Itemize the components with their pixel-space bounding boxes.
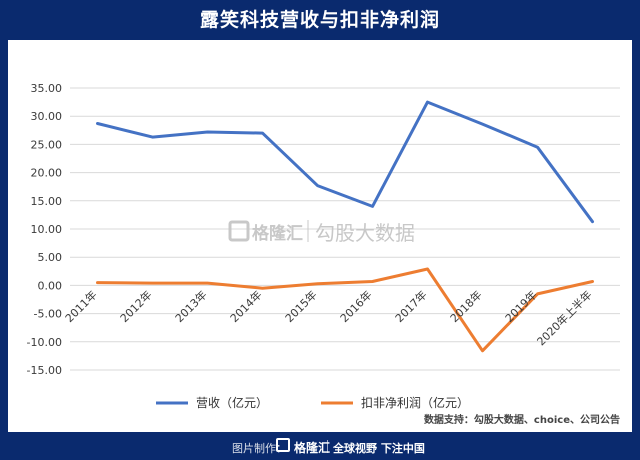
y-tick-label: 30.00 [31,110,63,123]
series-lines [96,100,594,353]
y-tick-label: -15.00 [27,364,62,377]
series-line-revenue [96,100,594,224]
y-tick-label: 15.00 [31,195,63,208]
legend-label-profit: 扣非净利润（亿元） [361,395,469,410]
x-axis-ticks: 2011年 2012年 2013年 2014年 2015年 2016年 2017年 2018年… [62,288,594,349]
y-tick-label: 35.00 [31,82,63,95]
footer-logo-icon [276,438,290,452]
watermark-brand: 格隆汇 [252,223,303,244]
chart-title: 露笑科技营收与扣非净利润 [199,9,440,31]
grid-lines [70,87,620,371]
footer-brand: 格隆汇 [294,441,331,455]
x-tick-label: 2017年 [392,288,429,325]
footer-slogan: 全球视野 下注中国 [333,442,425,455]
x-tick-label: 2013年 [172,288,209,325]
watermark-logo-icon [228,220,250,242]
source-note: 数据支持：勾股大数据、choice、公司公告 [424,413,620,426]
y-tick-label: 5.00 [38,251,63,264]
x-tick-label: 2014年 [227,288,264,325]
y-tick-label: -5.00 [34,308,62,321]
y-tick-label: 20.00 [31,167,63,180]
y-tick-label: 10.00 [31,223,63,236]
x-tick-label: 2015年 [282,288,319,325]
x-tick-label: 2016年 [337,288,374,325]
chart-panel: 35.00 30.00 25.00 20.00 15.00 10.00 5.00 0.00 -5… [8,40,632,432]
x-tick-label: 2020年上半年 [534,288,595,349]
legend-label-revenue: 营收（亿元） [196,395,268,410]
footer: 图片制作： 格隆汇 全球视野 下注中国 [0,432,640,460]
series-line-profit [96,267,594,353]
footer-made-by: 图片制作： [232,442,287,455]
y-axis-ticks: 35.00 30.00 25.00 20.00 15.00 10.00 5.00 0.00 -5… [27,82,62,377]
x-tick-label: 2019年 [502,288,539,325]
y-tick-label: -10.00 [27,336,62,349]
y-tick-label: 25.00 [31,138,63,151]
line-chart: 35.00 30.00 25.00 20.00 15.00 10.00 5.00 0.00 -5… [27,82,620,426]
watermark: 格隆汇 勾股大数据 [228,220,415,245]
legend: 营收（亿元） 扣非净利润（亿元） [156,395,469,410]
y-tick-label: 0.00 [38,279,63,292]
x-tick-label: 2012年 [117,288,154,325]
watermark-text: 勾股大数据 [315,221,415,245]
x-tick-label: 2011年 [62,288,99,325]
footer-divider [327,440,328,453]
